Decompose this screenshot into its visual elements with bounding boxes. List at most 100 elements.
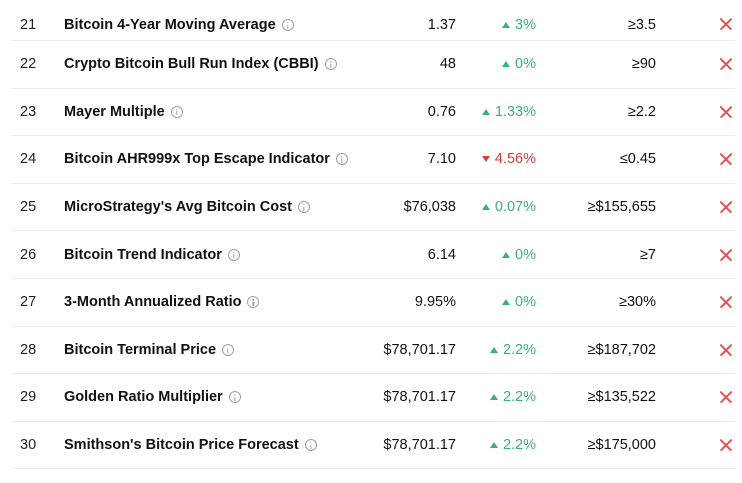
change-up: 0%: [502, 294, 536, 310]
table-row[interactable]: 29 Golden Ratio Multiplier $78,701.17 2.…: [12, 374, 735, 422]
current-value: 1.37: [427, 17, 456, 33]
change-down: 4.56%: [481, 151, 536, 168]
change-up: 0.07%: [481, 199, 536, 216]
table-row[interactable]: 23 Mayer Multiple 0.76 1.33% ≥2.2: [12, 89, 735, 137]
indicator-name-label: Mayer Multiple: [64, 103, 165, 120]
change-up: 2.2%: [489, 437, 536, 454]
indicator-name-label: Bitcoin AHR999x Top Escape Indicator: [64, 151, 330, 168]
change-up: 1.33%: [481, 103, 536, 120]
rank: 21: [20, 17, 37, 33]
triangle-up-icon: [502, 61, 511, 68]
status: [719, 438, 733, 452]
x-icon: [719, 248, 733, 262]
status: [719, 152, 733, 166]
rank: 28: [20, 341, 37, 358]
triangle-up-icon: [489, 442, 498, 449]
change-value: 3%: [515, 17, 536, 33]
indicator-name-label: MicroStrategy's Avg Bitcoin Cost: [64, 199, 292, 216]
indicator-name[interactable]: Smithson's Bitcoin Price Forecast: [64, 437, 317, 453]
target-value: ≥$187,702: [587, 341, 656, 358]
table-row[interactable]: 28 Bitcoin Terminal Price $78,701.17 2.2…: [12, 327, 735, 375]
x-icon: [719, 295, 733, 309]
target-value: ≥30%: [619, 294, 656, 311]
triangle-up-icon: [502, 299, 511, 306]
indicator-name[interactable]: Golden Ratio Multiplier: [64, 389, 241, 405]
rank: 25: [20, 199, 37, 216]
status: [719, 200, 733, 214]
table-row[interactable]: 24 Bitcoin AHR999x Top Escape Indicator …: [12, 136, 735, 184]
status: [719, 17, 733, 31]
rank: 29: [20, 389, 37, 406]
current-value: 9.95%: [414, 294, 456, 311]
triangle-down-icon: [481, 156, 490, 163]
x-icon: [719, 152, 733, 166]
status: [719, 57, 733, 71]
indicator-name-label: Bitcoin Trend Indicator: [64, 246, 222, 263]
target-value: ≥2.2: [627, 103, 656, 120]
change-up: 3%: [502, 17, 536, 33]
triangle-up-icon: [489, 394, 498, 401]
status: [719, 105, 733, 119]
info-icon[interactable]: [222, 343, 235, 356]
current-value: 48: [439, 56, 456, 73]
rank: 23: [20, 103, 37, 120]
indicator-name[interactable]: Bitcoin Trend Indicator: [64, 247, 240, 263]
indicator-name[interactable]: MicroStrategy's Avg Bitcoin Cost: [64, 199, 310, 215]
status: [719, 390, 733, 404]
table-row[interactable]: 30 Smithson's Bitcoin Price Forecast $78…: [12, 422, 735, 470]
info-icon[interactable]: [170, 105, 183, 118]
indicator-name[interactable]: Bitcoin AHR999x Top Escape Indicator: [64, 151, 348, 167]
x-icon: [719, 343, 733, 357]
rank: 22: [20, 56, 37, 73]
table-row[interactable]: 26 Bitcoin Trend Indicator 6.14 0% ≥7: [12, 231, 735, 279]
info-icon[interactable]: [324, 58, 337, 71]
target-value: ≥$155,655: [587, 199, 656, 216]
indicator-name-label: Golden Ratio Multiplier: [64, 389, 223, 406]
triangle-up-icon: [502, 22, 511, 28]
info-icon[interactable]: [247, 296, 260, 309]
table-row[interactable]: 27 3-Month Annualized Ratio 9.95% 0% ≥30…: [12, 279, 735, 327]
status: [719, 295, 733, 309]
change-up: 2.2%: [489, 342, 536, 358]
info-icon[interactable]: [227, 248, 240, 261]
indicator-name[interactable]: Mayer Multiple: [64, 104, 183, 120]
triangle-up-icon: [481, 108, 490, 115]
info-icon[interactable]: [335, 153, 348, 166]
change-up: 0%: [502, 56, 536, 72]
change-value: 2.2%: [502, 389, 536, 406]
x-icon: [719, 390, 733, 404]
change-value: 2.2%: [502, 437, 536, 454]
change-value: 4.56%: [494, 151, 536, 168]
table-row[interactable]: 21 Bitcoin 4-Year Moving Average 1.37 3%…: [12, 0, 735, 41]
triangle-up-icon: [489, 346, 498, 353]
indicator-name-label: Crypto Bitcoin Bull Run Index (CBBI): [64, 56, 319, 73]
x-icon: [719, 105, 733, 119]
target-value: ≥90: [631, 56, 656, 73]
indicator-name[interactable]: Crypto Bitcoin Bull Run Index (CBBI): [64, 56, 337, 72]
table-row[interactable]: 22 Crypto Bitcoin Bull Run Index (CBBI) …: [12, 41, 735, 89]
target-value: ≤0.45: [619, 151, 656, 168]
current-value: 7.10: [427, 151, 456, 168]
info-icon[interactable]: [297, 201, 310, 214]
indicator-name[interactable]: Bitcoin 4-Year Moving Average: [64, 17, 294, 33]
change-value: 1.33%: [494, 103, 536, 120]
change-value: 0.07%: [494, 199, 536, 216]
status: [719, 248, 733, 262]
table-row[interactable]: 25 MicroStrategy's Avg Bitcoin Cost $76,…: [12, 184, 735, 232]
rank: 26: [20, 246, 37, 263]
indicator-name-label: Bitcoin 4-Year Moving Average: [64, 17, 276, 33]
current-value: $78,701.17: [383, 341, 456, 358]
info-icon[interactable]: [304, 439, 317, 452]
info-icon[interactable]: [281, 19, 294, 31]
target-value: ≥$135,522: [587, 389, 656, 406]
triangle-up-icon: [502, 251, 511, 258]
current-value: $76,038: [403, 199, 456, 216]
current-value: $78,701.17: [383, 389, 456, 406]
change-up: 2.2%: [489, 389, 536, 406]
change-value: 0%: [515, 246, 536, 263]
indicator-name[interactable]: Bitcoin Terminal Price: [64, 342, 235, 358]
current-value: $78,701.17: [383, 437, 456, 454]
indicator-name[interactable]: 3-Month Annualized Ratio: [64, 294, 260, 310]
change-value: 0%: [515, 56, 536, 73]
info-icon[interactable]: [228, 391, 241, 404]
